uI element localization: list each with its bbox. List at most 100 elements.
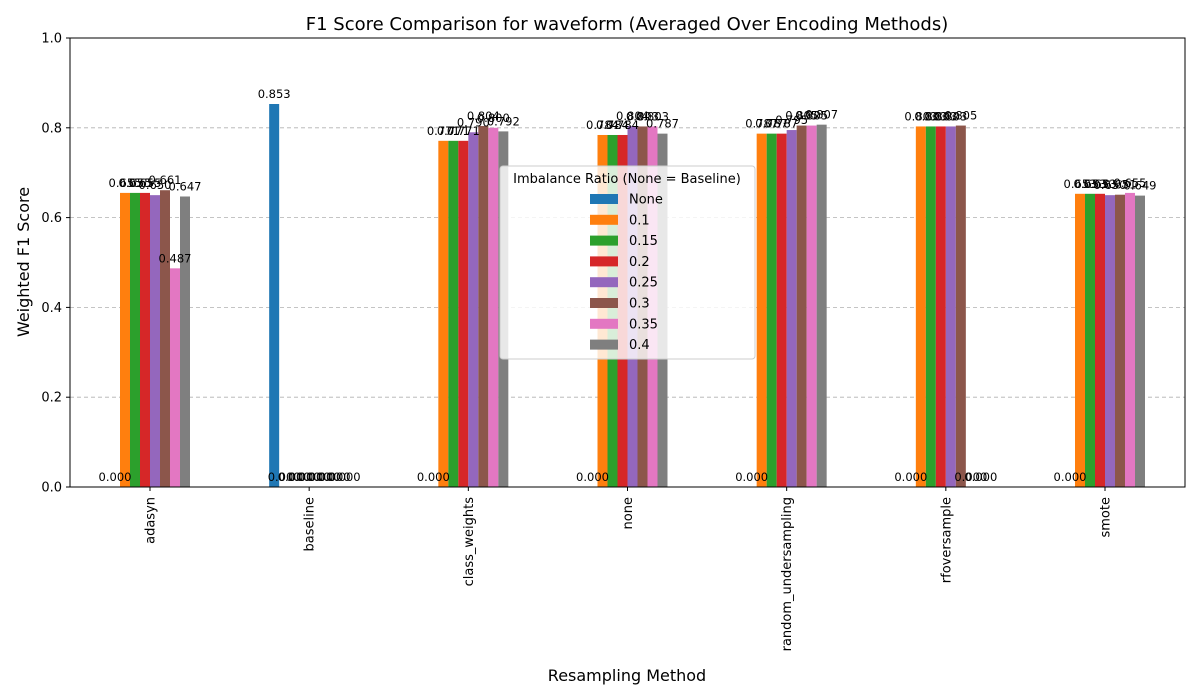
bar-value-label: 0.661 [149, 173, 182, 187]
bar-value-label: 0.651 [1104, 178, 1137, 192]
bar-value-label: 0.771 [427, 124, 460, 138]
x-tick-label: smote [1099, 497, 1114, 538]
bar-value-label: 0.000 [298, 470, 331, 484]
y-tick-label: 1.0 [41, 32, 62, 47]
legend-entry: 0.35 [629, 317, 658, 332]
bar-adasyn-0.1 [120, 192, 130, 487]
bar-value-label: 0.803 [636, 109, 669, 123]
bar-adasyn-0.2 [140, 192, 150, 487]
bar-value-label: 0.803 [924, 109, 957, 123]
y-axis-label: Weighted F1 Score [14, 187, 33, 337]
bar-random_undersampling-0.25 [786, 130, 797, 488]
bars [120, 104, 1145, 488]
bar-random_undersampling-0.35 [806, 125, 817, 488]
gridlines [70, 127, 1185, 398]
bar-value-label: 0.000 [954, 470, 987, 484]
bar-value-label: 0.787 [745, 117, 778, 131]
bar-value-label: 0.487 [159, 251, 192, 265]
bar-adasyn-0.25 [150, 195, 160, 487]
bar-value-label: 0.649 [1124, 179, 1157, 193]
bar-class_weights-0.35 [488, 127, 499, 488]
bar-class_weights-0.3 [478, 126, 489, 487]
bar-smote-0.1 [1075, 193, 1085, 488]
bar-value-label: 0.653 [1084, 177, 1117, 191]
bar-rfoversample-0.15 [925, 126, 936, 487]
bar-class_weights-0.2 [458, 140, 469, 488]
legend-entry: 0.1 [629, 213, 650, 228]
bar-value-label: 0.000 [278, 470, 311, 484]
bar-smote-0.35 [1125, 192, 1135, 487]
bar-value-label: 0.784 [586, 118, 619, 132]
bar-value-label: 0.800 [477, 111, 510, 125]
bar-class_weights-0.1 [438, 140, 449, 488]
bar-smote-0.15 [1085, 193, 1095, 488]
y-tick-label: 0.6 [41, 211, 62, 226]
bar-value-label: 0.000 [1054, 470, 1087, 484]
x-tick-label: baseline [303, 497, 318, 551]
bar-value-label: 0.000 [318, 470, 351, 484]
bar-value-label: 0.650 [1094, 178, 1127, 192]
legend-entry: 0.3 [629, 297, 650, 312]
x-tick-label: random_undersampling [780, 497, 795, 651]
bar-value-label: 0.804 [467, 109, 500, 123]
bar-value-label: 0.805 [944, 109, 977, 123]
bar-rfoversample-0.25 [945, 126, 956, 487]
bar-value-label: 0.853 [258, 87, 291, 101]
bar-value-label: 0.000 [328, 470, 361, 484]
bar-adasyn-0.4 [180, 196, 190, 487]
bar-value-labels: 0.0000.6550.6550.6550.6500.6610.4870.647… [99, 87, 1157, 484]
bar-value-label: 0.000 [894, 470, 927, 484]
chart-title: F1 Score Comparison for waveform (Averag… [306, 14, 948, 35]
bar-value-label: 0.647 [169, 179, 202, 193]
bar-smote-0.4 [1135, 195, 1145, 487]
bar-value-label: 0.653 [1064, 177, 1097, 191]
x-tick-label: adasyn [144, 497, 159, 544]
legend-title: Imbalance Ratio (None = Baseline) [513, 172, 741, 187]
legend: Imbalance Ratio (None = Baseline) None 0.… [499, 165, 756, 360]
bar-value-label: 0.655 [119, 176, 152, 190]
bar-adasyn-0.15 [130, 192, 140, 487]
bar-value-label: 0.784 [596, 118, 629, 132]
legend-swatch [590, 318, 618, 329]
bar-value-label: 0.787 [646, 117, 679, 131]
y-tick-label: 0.4 [41, 301, 62, 316]
x-axis: adasyn baseline class_weights none random_un… [144, 487, 1114, 651]
bar-value-label: 0.792 [487, 114, 520, 128]
bar-value-label: 0.803 [904, 109, 937, 123]
legend-swatch [590, 277, 618, 288]
bar-rfoversample-0.2 [935, 126, 946, 487]
legend-entry: 0.4 [629, 338, 650, 353]
bar-adasyn-0.35 [170, 268, 180, 487]
legend-entry: None [629, 193, 663, 208]
legend-swatch [590, 235, 618, 246]
bar-value-label: 0.000 [576, 470, 609, 484]
legend-swatch [590, 298, 618, 308]
bar-class_weights-0.15 [448, 140, 459, 488]
bar-value-label: 0.655 [109, 176, 142, 190]
bar-value-label: 0.653 [1074, 177, 1107, 191]
y-tick-label: 0.8 [41, 121, 62, 136]
bar-value-label: 0.000 [288, 470, 321, 484]
x-tick-label: rfoversample [939, 497, 954, 583]
bar-random_undersampling-0.4 [816, 124, 827, 488]
legend-swatch [590, 339, 618, 350]
bar-smote-0.3 [1115, 194, 1125, 488]
bar-value-label: 0.805 [785, 109, 818, 123]
bar-rfoversample-0.3 [955, 125, 966, 488]
bar-value-label: 0.803 [934, 109, 967, 123]
bar-baseline-None [269, 104, 280, 488]
bar-value-label: 0.000 [268, 470, 301, 484]
bar-value-label: 0.771 [437, 124, 470, 138]
legend-items: None 0.1 0.15 0.2 0.25 0.3 0.35 0.4 [590, 193, 663, 353]
bar-value-label: 0.803 [914, 109, 947, 123]
bar-value-label: 0.807 [805, 108, 838, 122]
bar-class_weights-0.25 [468, 132, 479, 488]
bar-random_undersampling-0.15 [766, 133, 777, 487]
bar-smote-0.25 [1105, 195, 1115, 487]
legend-entry: 0.2 [629, 255, 650, 270]
y-tick-label: 0.0 [41, 481, 62, 496]
bar-value-label: 0.805 [795, 109, 828, 123]
bar-adasyn-0.3 [160, 190, 170, 487]
bar-random_undersampling-0.3 [796, 125, 807, 488]
